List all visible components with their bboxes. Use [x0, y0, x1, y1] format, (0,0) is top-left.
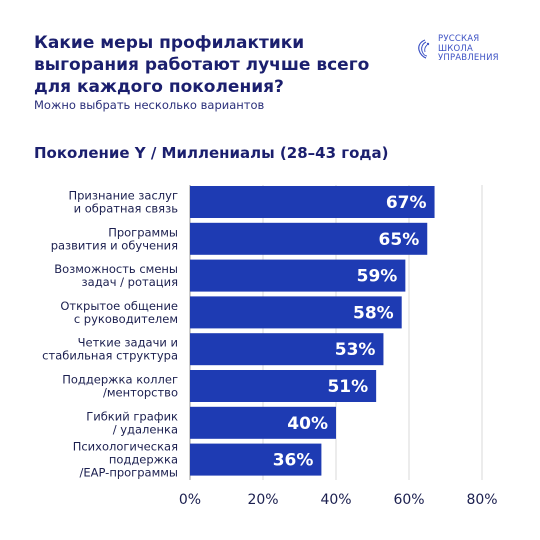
logo-line: РУССКАЯ: [438, 34, 480, 44]
category-label: Открытое общение: [60, 299, 178, 313]
category-label: Возможность смены: [54, 262, 178, 276]
bar: [190, 333, 384, 366]
bar: [190, 186, 435, 218]
x-tick-label: 60%: [393, 492, 424, 508]
category-label: и обратная связь: [74, 202, 179, 216]
category-label: /EAP-программы: [79, 466, 178, 480]
category-label: Программы: [108, 225, 178, 239]
category-label: развития и обучения: [51, 238, 178, 252]
category-label: с руководителем: [74, 312, 178, 326]
bar: [190, 406, 336, 439]
category-label: задач / ротация: [82, 275, 178, 289]
bar-value-label: 53%: [335, 340, 376, 360]
bar-value-label: 59%: [357, 267, 398, 287]
bar-value-label: 67%: [386, 193, 427, 213]
category-label: поддержка: [109, 453, 178, 467]
category-label: Признание заслуг: [68, 189, 178, 203]
category-label: Четкие задачи и: [78, 336, 178, 350]
category-label: Поддержка коллег: [62, 373, 178, 387]
bar-value-label: 58%: [353, 303, 394, 323]
logo-line: УПРАВЛЕНИЯ: [438, 53, 499, 63]
bar-value-label: 65%: [379, 230, 420, 250]
category-label: Психологическая: [73, 440, 178, 454]
bar: [190, 222, 428, 255]
chart-title: Поколение Y / Миллениалы (28–43 года): [34, 144, 389, 162]
logo: РУССКАЯ ШКОЛА УПРАВЛЕНИЯ: [417, 34, 499, 64]
category-label: / удаленка: [113, 422, 178, 436]
bar-value-label: 36%: [273, 451, 314, 471]
x-tick-label: 0%: [179, 492, 201, 508]
bar: [190, 443, 322, 476]
bar-value-label: 40%: [287, 414, 328, 434]
rshu-logo-icon: [418, 39, 430, 59]
x-tick-label: 20%: [247, 492, 278, 508]
bar: [190, 370, 377, 402]
category-label: /менторство: [103, 386, 178, 400]
bar: [190, 259, 406, 292]
page-subtitle: Можно выбрать несколько вариантов: [34, 98, 265, 112]
bar-value-label: 51%: [327, 377, 368, 397]
category-label: Гибкий график: [86, 409, 178, 423]
page-title: Какие меры профилактики выгорания работа…: [34, 33, 370, 97]
logo-line: ШКОЛА: [438, 43, 474, 54]
x-tick-label: 80%: [466, 492, 497, 508]
bar: [190, 296, 402, 329]
category-label: стабильная структура: [42, 349, 178, 363]
x-tick-label: 40%: [320, 492, 351, 508]
logo-text: РУССКАЯ ШКОЛА УПРАВЛЕНИЯ: [438, 34, 499, 64]
